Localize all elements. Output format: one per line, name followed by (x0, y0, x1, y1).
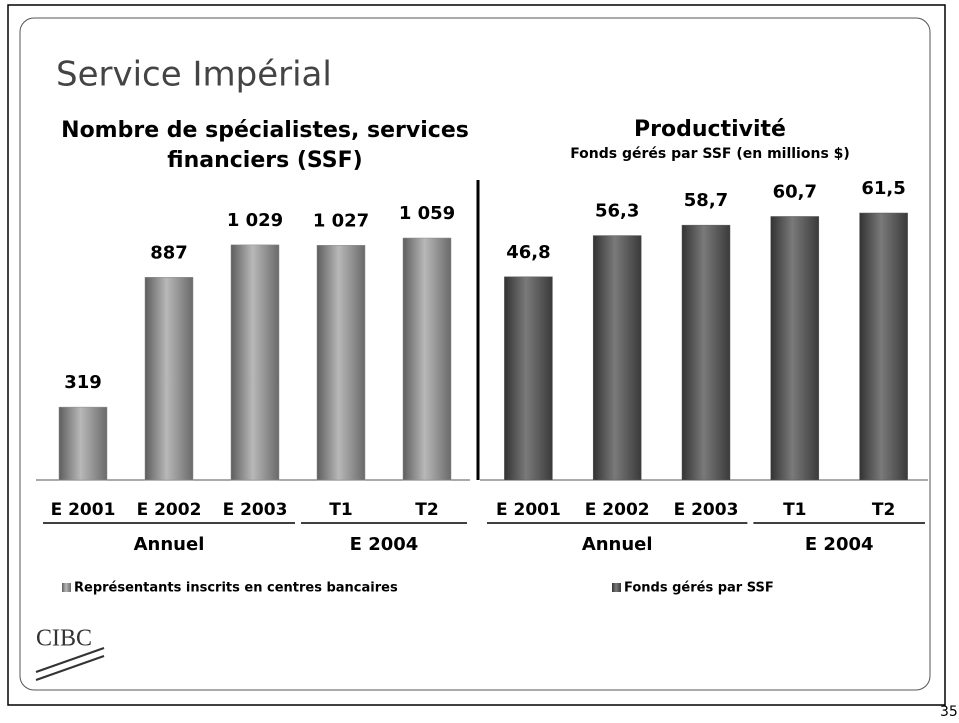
bar (230, 244, 280, 481)
value-label: 58,7 (684, 190, 728, 211)
value-label: 887 (150, 242, 188, 263)
value-label: 1 029 (227, 210, 283, 231)
x-tick-label: E 2002 (137, 500, 202, 520)
bar (504, 276, 553, 481)
value-label: 1 059 (399, 203, 455, 224)
bar (859, 212, 908, 481)
value-label: 319 (64, 372, 102, 393)
value-label: 61,5 (861, 178, 905, 199)
value-label: 60,7 (773, 181, 817, 202)
value-label: 1 027 (313, 210, 369, 231)
group-label: E 2004 (350, 534, 419, 555)
value-label: 46,8 (506, 242, 550, 263)
chart-title: Nombre de spécialistes, services financi… (61, 118, 469, 173)
bar (144, 277, 194, 481)
bar (402, 237, 452, 481)
slide-border (7, 4, 946, 706)
x-tick-label: E 2002 (585, 500, 650, 520)
x-tick-label: T1 (329, 500, 352, 520)
group-label: Annuel (582, 534, 653, 555)
legend-label: Représentants inscrits en centres bancai… (74, 581, 398, 596)
x-tick-label: E 2001 (51, 500, 116, 520)
group-label: E 2004 (805, 534, 874, 555)
slide-title: Service Impérial (56, 55, 332, 95)
legend-label: Fonds gérés par SSF (624, 581, 774, 596)
bar (681, 224, 731, 481)
x-tick-label: E 2003 (223, 500, 288, 520)
x-tick-label: T2 (872, 500, 895, 520)
x-tick-label: E 2003 (674, 500, 739, 520)
logo: CIBC (35, 626, 105, 681)
bar (592, 235, 642, 481)
value-label: 56,3 (595, 201, 639, 222)
slide-frame (19, 17, 931, 691)
x-tick-label: T1 (783, 500, 806, 520)
logo-text: CIBC (36, 626, 92, 652)
bar (58, 406, 108, 481)
legend-swatch (612, 583, 621, 592)
page-number: 35 (940, 704, 958, 720)
bar (316, 245, 366, 481)
x-tick-label: E 2001 (496, 500, 561, 520)
chart-title: Productivité (634, 117, 786, 142)
group-label: Annuel (134, 534, 205, 555)
legend-swatch (62, 583, 71, 592)
x-tick-label: T2 (415, 500, 438, 520)
chart-subtitle: Fonds gérés par SSF (en millions $) (570, 146, 850, 162)
bar (770, 216, 820, 481)
